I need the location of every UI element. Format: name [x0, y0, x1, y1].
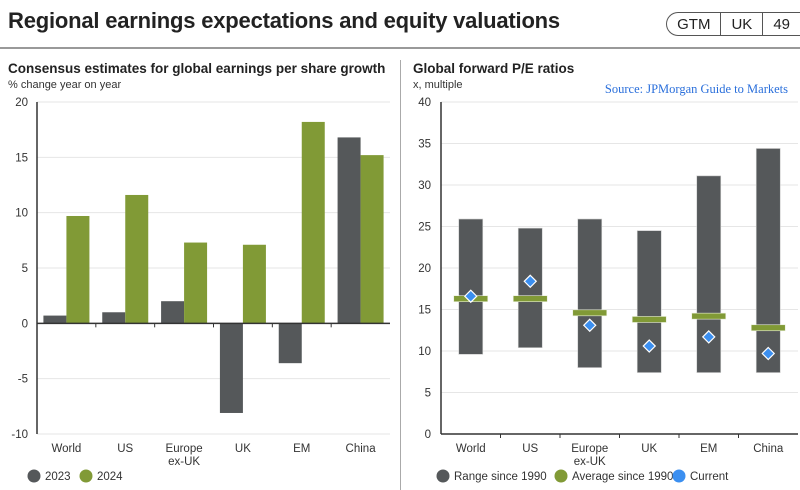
x-tick-label: Europe: [166, 443, 203, 455]
y-tick-label: 30: [418, 180, 431, 192]
average-marker: [631, 316, 667, 323]
x-tick-label: Europe: [571, 443, 608, 455]
bar-2023: [219, 323, 243, 413]
y-tick-label: 5: [425, 388, 431, 400]
eps-chart-subtitle: % change year on year: [8, 79, 122, 91]
y-tick-label: 40: [418, 97, 431, 109]
range-bar: [755, 148, 781, 373]
y-tick-label: 0: [22, 318, 28, 330]
legend-label: 2023: [45, 471, 71, 483]
bar-2024: [242, 244, 266, 324]
x-tick-label: World: [456, 443, 486, 455]
legend-label: Average since 1990: [572, 471, 673, 483]
current-marker: [761, 346, 776, 361]
source-note: Source: JPMorgan Guide to Markets: [604, 82, 788, 96]
bar-2023: [337, 137, 361, 324]
bar-2023: [43, 315, 67, 324]
x-tick-label: UK: [641, 443, 657, 455]
legend-label: Current: [690, 471, 729, 483]
y-tick-label: 15: [15, 152, 28, 164]
x-tick-label: US: [117, 443, 133, 455]
y-tick-label: 20: [418, 263, 431, 275]
y-tick-label: 0: [425, 429, 431, 441]
current-marker: [642, 339, 657, 353]
current-marker: [523, 274, 538, 289]
badge-gtm: GTM: [677, 16, 711, 33]
page-title: Regional earnings expectations and equit…: [8, 8, 560, 33]
legend-label: 2024: [97, 471, 123, 483]
pe-chart-subtitle: x, multiple: [413, 79, 463, 91]
range-bar: [577, 218, 603, 368]
y-tick-label: 5: [22, 263, 28, 275]
current-marker: [582, 318, 597, 333]
x-tick-label: China: [346, 443, 377, 455]
legend-marker-2024: [79, 469, 93, 483]
range-bar: [458, 218, 484, 355]
y-tick-label: -5: [18, 374, 28, 386]
x-tick-label: UK: [235, 443, 251, 455]
average-marker: [572, 309, 608, 317]
slide-badge: GTM UK 49: [666, 12, 800, 36]
legend-marker-2023: [27, 469, 41, 483]
current-marker: [463, 289, 478, 304]
pe-chart-title: Global forward P/E ratios: [413, 61, 575, 76]
badge-page-number: 49: [762, 13, 800, 35]
x-tick-label: EM: [293, 443, 310, 455]
y-tick-label: 15: [418, 305, 431, 317]
y-tick-label: 35: [418, 139, 431, 151]
current-marker: [701, 330, 716, 344]
bar-2023: [102, 312, 126, 324]
y-tick-label: 10: [15, 208, 28, 220]
y-tick-label: 25: [418, 222, 431, 234]
y-tick-label: -10: [11, 429, 28, 441]
bar-2024: [301, 121, 325, 324]
bar-2024: [184, 242, 208, 324]
panel-divider: [400, 60, 401, 490]
bar-2024: [66, 215, 90, 324]
legend-label: Range since 1990: [454, 471, 547, 483]
legend-marker: [554, 469, 568, 483]
x-tick-label: ex-UK: [574, 456, 606, 468]
average-marker: [750, 324, 786, 332]
legend-marker: [436, 469, 450, 483]
eps-chart-title: Consensus estimates for global earnings …: [8, 61, 386, 76]
bar-2023: [161, 301, 185, 324]
x-tick-label: EM: [700, 443, 717, 455]
header-divider: [0, 47, 800, 49]
x-tick-label: World: [52, 443, 82, 455]
x-tick-label: ex-UK: [168, 456, 200, 468]
bar-2023: [278, 323, 302, 364]
x-tick-label: US: [522, 443, 538, 455]
average-marker: [512, 295, 548, 303]
bar-2024: [360, 155, 384, 324]
legend-marker: [672, 469, 686, 483]
badge-region: UK: [720, 13, 762, 35]
average-marker: [691, 312, 727, 320]
x-tick-label: China: [753, 443, 784, 455]
y-tick-label: 20: [15, 97, 28, 109]
bar-2024: [125, 194, 149, 324]
y-tick-label: 10: [418, 346, 431, 358]
